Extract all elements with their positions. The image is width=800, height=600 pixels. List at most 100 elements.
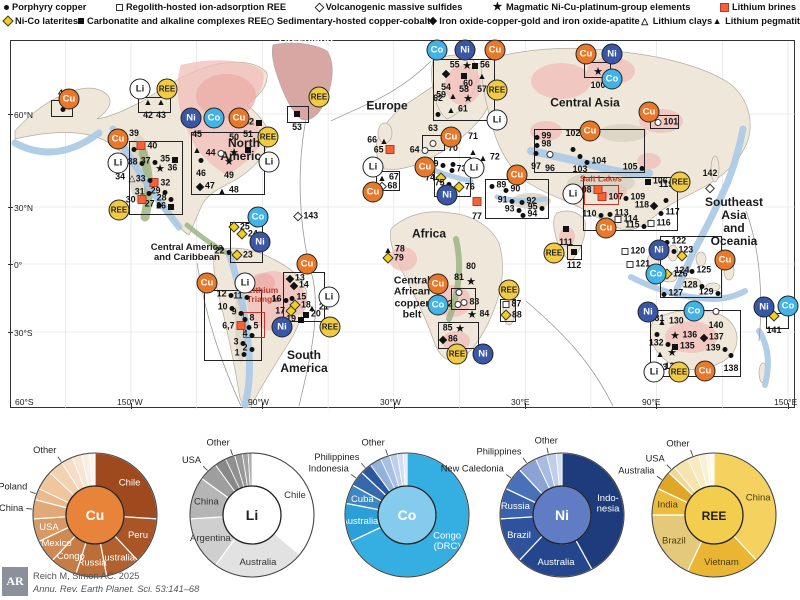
donut-label: China [0, 503, 24, 513]
porphyry-symbol [598, 213, 604, 218]
donut-label: China [746, 493, 772, 504]
porphyry-symbol [147, 178, 153, 183]
element-badge-cu: Cu [414, 156, 436, 178]
element-badge-li: Li [129, 78, 151, 100]
deposit-number: 63 [428, 123, 438, 133]
deposit-marker-68: 68 [377, 177, 397, 195]
deposit-number: 112 [566, 260, 582, 270]
deposit-marker-87: 87 [502, 295, 521, 313]
porphyry-symbol [570, 147, 576, 152]
donut-leader-line [29, 491, 36, 495]
deposit-marker-17: 17 [275, 302, 297, 320]
legend-item-vms: Volcanogenic massive sulfides [314, 2, 462, 12]
deposit-marker-135: 135 [672, 337, 695, 355]
element-badge-li: Li [486, 109, 508, 131]
deposit-number: 90 [510, 183, 521, 194]
lon-tick [131, 403, 132, 409]
deposit-marker-36: ★ 36 [155, 159, 177, 177]
deposit-marker-106: 106 [645, 172, 668, 190]
deposit-number: 52 [244, 116, 254, 127]
deposit-marker-28: 28 [157, 189, 174, 207]
carbonatite-symbol [563, 226, 569, 232]
reserve-share-donuts: Chile Peru Australia Russia Congo Mexico USA Ch… [0, 430, 800, 600]
element-badge-cu: Cu [427, 273, 449, 295]
deposit-marker-120: 120 [621, 242, 645, 260]
deposit-number: 88 [512, 309, 522, 320]
lon-tick-label: 150°E [774, 397, 798, 407]
pge-symbol: ★ [670, 330, 680, 342]
deposit-number: 117 [665, 206, 680, 217]
deposit-number: 128 [682, 279, 698, 290]
deposit-number: 14 [299, 279, 309, 290]
donut-label: Chile [284, 490, 306, 501]
porphyry-symbol [539, 206, 545, 211]
pge-symbol: ★ [467, 309, 477, 321]
donut-center-circle [684, 485, 744, 545]
deposit-marker-139: 139 [706, 339, 728, 357]
donut-leader-line [385, 449, 388, 456]
pge-symbol: ★ [224, 156, 234, 168]
deposit-number: 105 [622, 161, 638, 172]
deposit-number: 137 [709, 331, 724, 342]
legend-item-peg: ▲Lithium pegmatites [712, 16, 800, 26]
donut-li: Chile Australia Argentina China USA Other Li [182, 438, 315, 578]
deposit-marker-13: 13 [285, 269, 305, 287]
deposit-number: 114 [623, 213, 638, 224]
deposit-marker-142: 142 [703, 169, 717, 197]
deposit-marker-73: 73 [449, 160, 466, 178]
element-badge-ni: Ni [180, 107, 202, 129]
carbonatite-symbol [78, 18, 85, 24]
peg-symbol: ▲ [156, 97, 166, 107]
region-label: North America [220, 136, 268, 163]
deposit-marker-34: △ 34 [115, 168, 137, 186]
deposit-marker-59: ▲ 59 [436, 86, 458, 104]
deposit-number: 35 [160, 153, 170, 164]
deposit-number: 86 [448, 333, 458, 344]
element-badge-ni: Ni [648, 239, 670, 261]
deposit-number: 38 [127, 156, 138, 167]
porphyry-symbol [516, 208, 522, 213]
donut-label: Australia [98, 552, 136, 563]
pge-symbol: ★ [492, 0, 503, 13]
peg-symbol: ▲ [307, 303, 317, 313]
libr-symbol [236, 321, 246, 330]
donut-label: Poland [0, 482, 27, 492]
lat-tick [8, 114, 13, 115]
deposit-marker-39: 39 [129, 129, 139, 157]
deposit-marker-119: 119 [659, 180, 673, 208]
deposit-number: 73 [456, 163, 467, 174]
sedcuco-symbol [266, 17, 274, 25]
citation-journal: Annu. Rev. Earth Planet. Sci. 53:141–68 [33, 583, 200, 594]
deposit-number: 49 [224, 170, 234, 180]
deposit-marker-12: 12 [217, 285, 234, 303]
deposit-marker-143: 143 [293, 207, 318, 225]
deposit-marker-23: 23 [231, 246, 253, 264]
deposit-marker-20: 20 [303, 305, 321, 323]
deposit-marker-133: ▲133 [653, 344, 668, 372]
deposit-marker-118: 118 [635, 196, 659, 214]
donut-label: Congo (DRC) [433, 530, 461, 552]
deposit-marker-46: 46 [196, 150, 206, 178]
deposit-number: 116 [656, 217, 671, 228]
element-badge-co: Co [203, 107, 225, 129]
deposit-number: 15 [296, 291, 307, 302]
porphyry-symbol [722, 347, 728, 352]
element-badge-ree: REE [319, 316, 341, 338]
porphyry-symbol [246, 325, 252, 330]
deposit-number: 12 [216, 288, 227, 299]
porphyry-symbol [238, 311, 244, 316]
deposit-marker-105: 105 [623, 158, 645, 176]
deposit-marker-70: 70 [448, 144, 458, 172]
deposit-marker-77: 77 [472, 193, 482, 221]
donut-leader-line [690, 449, 694, 456]
deposit-marker-33: 33 [136, 170, 153, 188]
donut-ree: China Vietnam Brazil India Australia USAOther… [618, 438, 777, 578]
deposit-marker-137: 137 [699, 328, 724, 346]
deposit-number: 30 [125, 194, 136, 205]
peg-symbol: ▲ [468, 147, 478, 157]
deposit-number: 71 [468, 131, 478, 141]
deposit-number: 96 [545, 163, 555, 173]
element-badge-li: Li [463, 157, 485, 179]
libr-symbol [385, 145, 395, 154]
legend-label: Sedimentary-hosted copper-cobalt [276, 16, 431, 26]
